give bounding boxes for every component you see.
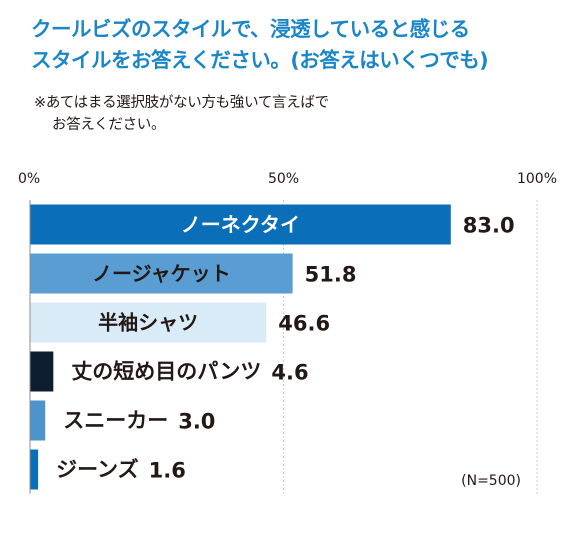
sample-size-label: (N=500) bbox=[461, 473, 521, 489]
note-line-2: お答えください。 bbox=[52, 117, 166, 133]
bar bbox=[30, 449, 39, 490]
chart-title: クールビズのスタイルで、浸透していると感じる スタイルをお答えください。(お答え… bbox=[31, 14, 561, 76]
category-label: ジーンズ bbox=[56, 458, 139, 482]
grid-lines bbox=[283, 200, 538, 494]
tick-label: 50% bbox=[268, 171, 299, 187]
tick-label: 100% bbox=[517, 171, 557, 187]
value-label: 3.0 bbox=[178, 410, 215, 434]
value-label: 83.0 bbox=[463, 214, 515, 238]
bar bbox=[30, 204, 451, 245]
title-line-2: スタイルをお答えください。(お答えはいくつでも) bbox=[31, 48, 489, 72]
category-label: 半袖シャツ bbox=[98, 311, 198, 335]
category-label: スニーカー bbox=[63, 409, 168, 433]
category-label: 丈の短め目のパンツ bbox=[71, 360, 261, 384]
value-label: 4.6 bbox=[271, 361, 308, 385]
bar bbox=[30, 302, 267, 343]
value-label: 46.6 bbox=[278, 312, 330, 336]
bar bbox=[30, 253, 293, 294]
category-label: ノージャケット bbox=[92, 262, 231, 286]
bar bbox=[30, 351, 54, 392]
title-line-1: クールビズのスタイルで、浸透していると感じる bbox=[31, 17, 470, 41]
tick-labels: 0% 50% 100% bbox=[18, 171, 557, 187]
bars: ノーネクタイ 83.0 ノージャケット 51.8 半袖シャツ 46.6 丈の短め目のパンツ 4… bbox=[30, 204, 515, 490]
value-label: 1.6 bbox=[149, 459, 186, 483]
bar bbox=[30, 400, 46, 441]
category-label: ノーネクタイ bbox=[181, 213, 300, 237]
chart-note: ※あてはまる選択肢がない方も強いて言えばで お答えください。 bbox=[34, 92, 554, 136]
value-label: 51.8 bbox=[305, 263, 357, 287]
note-line-1: ※あてはまる選択肢がない方も強いて言えばで bbox=[34, 95, 329, 111]
tick-label: 0% bbox=[18, 171, 40, 187]
